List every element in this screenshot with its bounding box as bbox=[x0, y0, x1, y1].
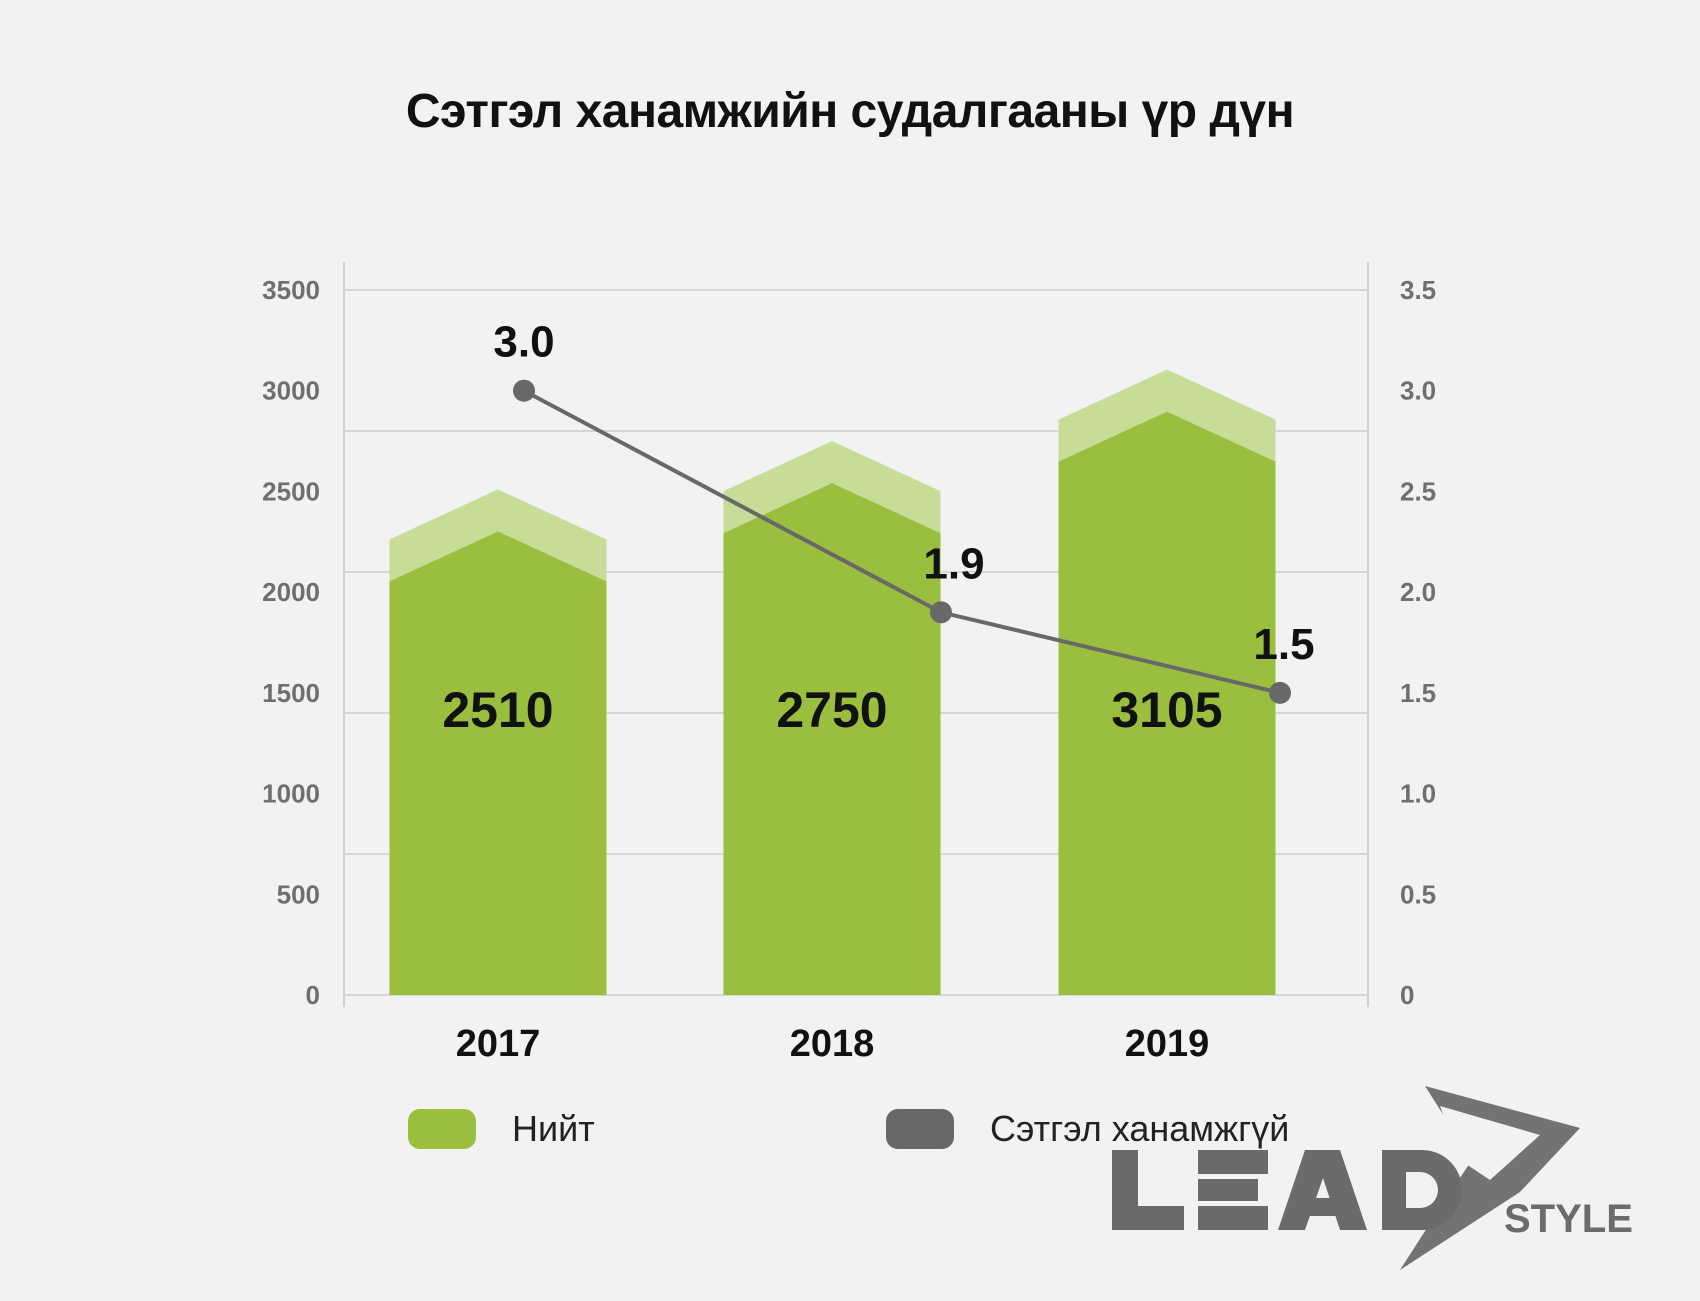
y-right-tick-label: 0 bbox=[1400, 980, 1414, 1010]
line-point bbox=[1269, 681, 1291, 704]
y-right-tick-label: 1.5 bbox=[1400, 678, 1436, 708]
legend-label-total: Нийт bbox=[512, 1108, 595, 1149]
y-right-tick-label: 1.0 bbox=[1400, 779, 1436, 809]
bar bbox=[1058, 411, 1276, 995]
legend-swatch-total bbox=[408, 1109, 476, 1149]
line-point bbox=[513, 379, 535, 402]
y-left-tick-label: 2500 bbox=[262, 476, 320, 506]
y-left-tick-label: 3500 bbox=[262, 275, 320, 305]
y-left-tick-label: 2000 bbox=[262, 577, 320, 607]
line-point-label: 3.0 bbox=[493, 318, 554, 367]
line-point bbox=[930, 601, 952, 624]
bars bbox=[389, 369, 1276, 995]
y-left-tick-label: 1500 bbox=[262, 678, 320, 708]
bar-value-label: 2750 bbox=[776, 682, 887, 738]
x-tick-label: 2019 bbox=[1125, 1023, 1210, 1065]
legend-item-dissatisfied: Сэтгэл ханамжгүй bbox=[886, 1108, 1289, 1150]
y-right-tick-label: 0.5 bbox=[1400, 879, 1436, 909]
y-right-tick-label: 2.5 bbox=[1400, 476, 1436, 506]
bar-value-label: 2510 bbox=[442, 682, 553, 738]
bar-cap bbox=[1058, 369, 1276, 462]
x-tick-label: 2017 bbox=[456, 1023, 541, 1065]
legend-item-total: Нийт bbox=[408, 1108, 595, 1150]
bar-value-label: 3105 bbox=[1111, 682, 1222, 738]
y-left-tick-label: 1000 bbox=[262, 779, 320, 809]
y-left-tick-label: 3000 bbox=[262, 376, 320, 406]
bar bbox=[723, 483, 941, 995]
bar-cap bbox=[723, 441, 941, 534]
line-point-label: 1.5 bbox=[1253, 620, 1314, 669]
logo-subtext: STYLE bbox=[1504, 1197, 1633, 1241]
line-point-label: 1.9 bbox=[923, 539, 984, 588]
legend-label-dissatisfied: Сэтгэл ханамжгүй bbox=[990, 1108, 1290, 1149]
y-left-tick-label: 0 bbox=[306, 980, 320, 1010]
x-tick-label: 2018 bbox=[790, 1023, 875, 1065]
y-right-tick-label: 3.5 bbox=[1400, 275, 1436, 305]
y-left-tick-label: 500 bbox=[277, 879, 320, 909]
bar bbox=[389, 531, 607, 995]
bar-cap bbox=[389, 489, 607, 582]
chart-title: Сэтгэл ханамжийн судалгааны үр дүн bbox=[405, 85, 1295, 138]
y-right-tick-label: 2.0 bbox=[1400, 577, 1436, 607]
line-series bbox=[513, 379, 1291, 704]
y-right-tick-label: 3.0 bbox=[1400, 376, 1436, 406]
leadstyle-logo: STYLE bbox=[1112, 1086, 1633, 1270]
legend-swatch-dissatisfied bbox=[886, 1109, 954, 1149]
labels: 0 500 1000 1500 2000 2500 3000 3500 0 0.5 1.0 1.5 2.… bbox=[262, 275, 1436, 1065]
